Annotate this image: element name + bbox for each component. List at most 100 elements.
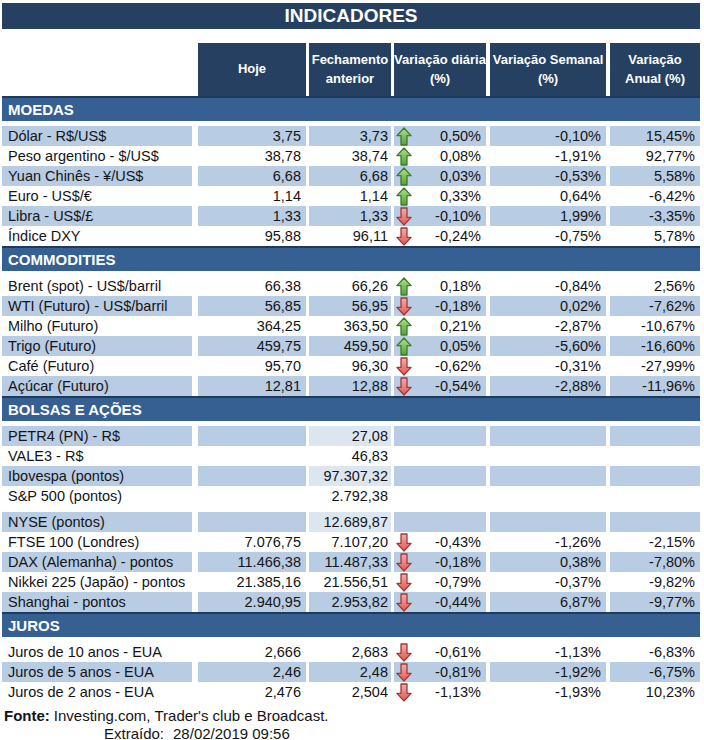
table-row: Dólar - R$/US$3,753,730,50%-0,10%15,45% — [2, 126, 704, 146]
var-diaria-cell — [394, 446, 486, 466]
table-row: Juros de 5 anos - EUA2,462,48-0,81%-1,92… — [2, 662, 704, 682]
var-diaria-value: 0,03% — [440, 168, 481, 184]
row-label: Peso argentino - $/US$ — [2, 146, 192, 166]
var-anual-value: -9,82% — [610, 572, 700, 592]
row-label: S&P 500 (pontos) — [2, 486, 192, 506]
table-row: Brent (spot) - US$/barril66,3866,260,18%… — [2, 276, 704, 296]
trend-arrow-down-icon — [396, 297, 412, 316]
var-semanal-value: -1,26% — [490, 532, 606, 552]
var-anual-value: -6,42% — [610, 186, 700, 206]
source-text: Investing.com, Trader's club e Broadcast… — [54, 707, 329, 724]
table-row: Trigo (Futuro)459,75459,500,05%-5,60%-16… — [2, 336, 704, 356]
trend-arrow-down-icon — [396, 357, 412, 376]
var-anual-value — [610, 466, 700, 486]
var-diaria-cell: -1,13% — [394, 682, 486, 702]
var-anual-value: 5,78% — [610, 226, 700, 246]
hoje-value — [198, 466, 306, 486]
var-semanal-value: -2,88% — [490, 376, 606, 396]
row-label: Juros de 10 anos - EUA — [2, 642, 192, 662]
trend-arrow-up-icon — [396, 277, 412, 296]
table-row: Café (Futuro)95,7096,30-0,62%-0,31%-27,9… — [2, 356, 704, 376]
column-header-hoje: Hoje — [198, 43, 306, 96]
trend-arrow-down-icon — [396, 533, 412, 552]
hoje-value: 95,70 — [198, 356, 306, 376]
var-diaria-cell — [394, 426, 486, 446]
row-label: Brent (spot) - US$/barril — [2, 276, 192, 296]
fechamento-value: 459,50 — [309, 336, 391, 356]
extracted-value: 28/02/2019 09:56 — [173, 725, 290, 740]
row-label: Euro - US$/€ — [2, 186, 192, 206]
var-diaria-cell: -0,61% — [394, 642, 486, 662]
fechamento-value: 1,33 — [309, 206, 391, 226]
var-anual-value: 5,58% — [610, 166, 700, 186]
hoje-value: 2,666 — [198, 642, 306, 662]
trend-arrow-down-icon — [396, 227, 412, 246]
var-anual-value — [610, 446, 700, 466]
table-row: PETR4 (PN) - R$27,08 — [2, 426, 704, 446]
section-header-bolsas: BOLSAS E AÇÕES — [2, 396, 700, 421]
row-label: Dólar - R$/US$ — [2, 126, 192, 146]
hoje-value: 95,88 — [198, 226, 306, 246]
var-diaria-cell: 0,05% — [394, 336, 486, 356]
var-semanal-value — [490, 512, 606, 532]
fechamento-value: 96,11 — [309, 226, 391, 246]
fechamento-value: 66,26 — [309, 276, 391, 296]
var-anual-value: -3,35% — [610, 206, 700, 226]
var-semanal-value: -0,84% — [490, 276, 606, 296]
var-diaria-value: -0,18% — [435, 298, 481, 314]
fechamento-value: 1,14 — [309, 186, 391, 206]
row-label: Trigo (Futuro) — [2, 336, 192, 356]
var-diaria-value: 0,08% — [440, 148, 481, 164]
var-diaria-cell: -0,18% — [394, 296, 486, 316]
var-diaria-value: 0,50% — [440, 128, 481, 144]
hoje-value: 3,75 — [198, 126, 306, 146]
fechamento-value: 2.953,82 — [309, 592, 391, 612]
table-row: NYSE (pontos)12.689,87 — [2, 512, 704, 532]
var-anual-value: -6,83% — [610, 642, 700, 662]
column-header-fechamento-anterior: Fechamento anterior — [309, 43, 391, 96]
hoje-value: 56,85 — [198, 296, 306, 316]
extracted-label: Extraído: — [104, 725, 164, 740]
hoje-value: 12,81 — [198, 376, 306, 396]
fechamento-value: 38,74 — [309, 146, 391, 166]
trend-arrow-up-icon — [396, 167, 412, 186]
table-row: Yuan Chinês - ¥/US$6,686,680,03%-0,53%5,… — [2, 166, 704, 186]
var-semanal-value: 0,02% — [490, 296, 606, 316]
table-row: Shanghai - pontos2.940,952.953,82-0,44%6… — [2, 592, 704, 612]
var-diaria-value: -0,43% — [435, 534, 481, 550]
var-diaria-cell: -0,10% — [394, 206, 486, 226]
var-diaria-cell: 0,03% — [394, 166, 486, 186]
table-row: Nikkei 225 (Japão) - pontos21.385,1621.5… — [2, 572, 704, 592]
var-semanal-value: -2,87% — [490, 316, 606, 336]
var-anual-value: -9,77% — [610, 592, 700, 612]
fechamento-value: 3,73 — [309, 126, 391, 146]
var-anual-value: 15,45% — [610, 126, 700, 146]
row-label: Ibovespa (pontos) — [2, 466, 192, 486]
table-row: Açúcar (Futuro)12,8112,88-0,54%-2,88%-11… — [2, 376, 704, 396]
var-anual-value: -2,15% — [610, 532, 700, 552]
var-anual-value: 2,56% — [610, 276, 700, 296]
fechamento-value: 56,95 — [309, 296, 391, 316]
table-row: Ibovespa (pontos) 97.307,32 — [2, 466, 704, 486]
var-semanal-value: -1,91% — [490, 146, 606, 166]
row-label: Juros de 2 anos - EUA — [2, 682, 192, 702]
column-header-variacao-diaria: Variação diária (%) — [394, 43, 486, 96]
column-header-variacao-anual: Variação Anual (%) — [610, 43, 700, 96]
var-diaria-value: -1,13% — [435, 684, 481, 700]
var-diaria-cell — [394, 486, 486, 506]
var-diaria-cell: -0,62% — [394, 356, 486, 376]
trend-arrow-up-icon — [396, 147, 412, 166]
table-row: S&P 500 (pontos)2.792,38 — [2, 486, 704, 506]
table-row: VALE3 - R$46,83 — [2, 446, 704, 466]
hoje-value — [198, 512, 306, 532]
row-label: Nikkei 225 (Japão) - pontos — [2, 572, 192, 592]
trend-arrow-down-icon — [396, 553, 412, 572]
table-row: Euro - US$/€1,141,140,33%0,64%-6,42% — [2, 186, 704, 206]
fechamento-value: 97.307,32 — [309, 466, 391, 486]
row-label: NYSE (pontos) — [2, 512, 192, 532]
fechamento-value: 7.107,20 — [309, 532, 391, 552]
var-anual-value: 92,77% — [610, 146, 700, 166]
var-semanal-value — [490, 466, 606, 486]
hoje-value: 66,38 — [198, 276, 306, 296]
table-row: Peso argentino - $/US$38,7838,740,08%-1,… — [2, 146, 704, 166]
